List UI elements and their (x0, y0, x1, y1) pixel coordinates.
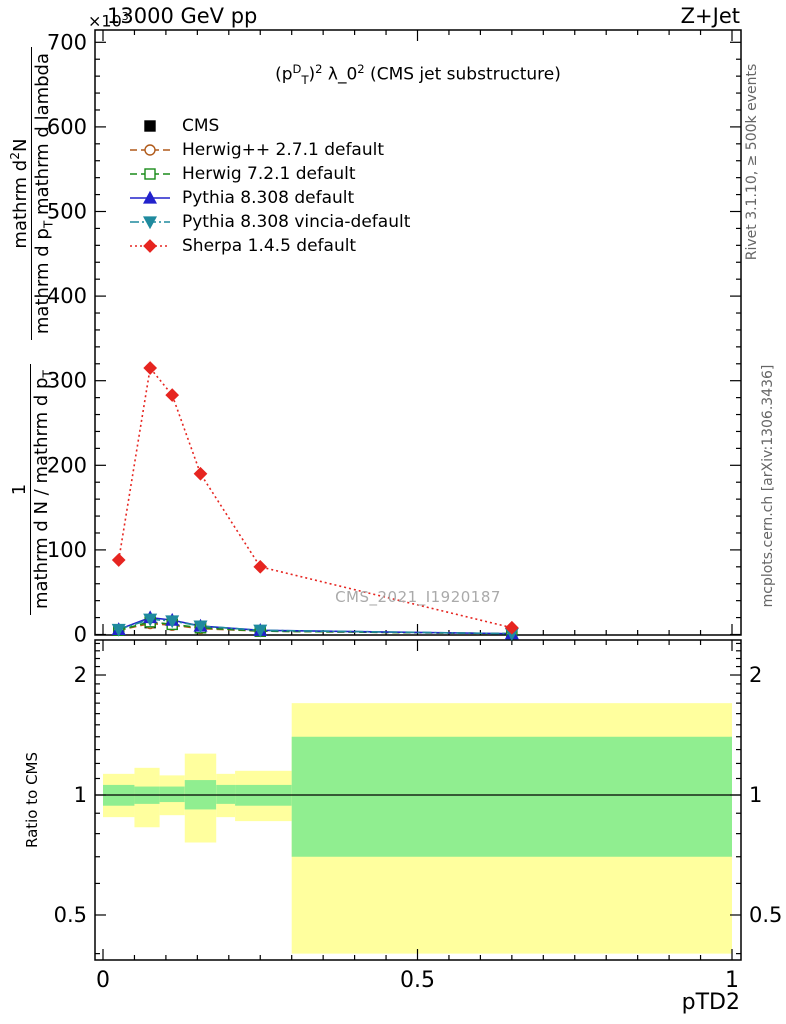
svg-text:1: 1 (74, 783, 87, 807)
legend-label: Herwig 7.2.1 default (182, 164, 356, 184)
fraction-text: mathrm d (10, 159, 32, 249)
fraction-numerator: mathrm d2N (8, 46, 33, 341)
title-part: (p (275, 64, 293, 85)
ratio-axis-label: Ratio to CMS (23, 751, 41, 849)
title-superscript: D (292, 62, 302, 76)
analysis-watermark: CMS_2021_I1920187 (335, 588, 501, 606)
x-axis-label: pTD2 (681, 990, 740, 1015)
fraction-denominator: mathrm d N / mathrm d pT (31, 364, 55, 615)
title-exponent: 2 (315, 62, 323, 76)
pythia-triangle-up-marker-icon (128, 190, 172, 206)
legend-item-sherpa: Sherpa 1.4.5 default (128, 234, 410, 258)
sherpa-diamond-marker-icon (128, 238, 172, 254)
legend-label: Pythia 8.308 default (182, 188, 355, 208)
legend-item-herwigpp: Herwig++ 2.7.1 default (128, 138, 410, 162)
svg-text:0: 0 (74, 623, 87, 647)
plot-title: (pDT)2 λ_02 (CMS jet substructure) (95, 62, 741, 87)
title-suffix: (CMS jet substructure) (364, 64, 561, 85)
svg-text:1: 1 (725, 968, 739, 993)
fraction-text: mathrm d lambda (32, 52, 54, 221)
legend-label: Herwig++ 2.7.1 default (182, 140, 385, 160)
svg-text:700: 700 (47, 30, 87, 54)
legend-item-pythia-default: Pythia 8.308 default (128, 186, 410, 210)
herwig7-square-marker-icon (128, 166, 172, 182)
y-axis-label-fraction-2: mathrm d2N mathrm d pT mathrm d lambda (8, 46, 56, 341)
svg-text:0: 0 (96, 968, 110, 993)
fraction-superscript: 2 (8, 151, 23, 160)
title-exponent: 2 (357, 62, 365, 76)
rivet-version-label: Rivet 3.1.10, ≥ 500k events (744, 63, 760, 261)
svg-text:0.5: 0.5 (749, 903, 782, 927)
legend-item-pythia-vincia: Pythia 8.308 vincia-default (128, 210, 410, 234)
y-axis-multiplier: ×103 (88, 10, 129, 30)
svg-text:1: 1 (749, 783, 762, 807)
fraction-subscript: T (41, 220, 56, 229)
beam-energy-label: 13000 GeV pp (107, 4, 258, 28)
y-axis-multiplier-exponent: 3 (121, 10, 129, 23)
svg-text:2: 2 (749, 663, 762, 687)
fraction-denominator: mathrm d pT mathrm d lambda (32, 47, 56, 340)
title-lambda: λ_0 (322, 64, 358, 85)
y-axis-label: 1 mathrm d N / mathrm d pT mathrm d2N ma… (0, 28, 64, 634)
svg-text:100: 100 (47, 538, 87, 562)
svg-text:0.5: 0.5 (400, 968, 435, 993)
svg-text:500: 500 (47, 200, 87, 224)
svg-text:0.5: 0.5 (54, 903, 87, 927)
title-part: ) (308, 64, 316, 85)
legend-item-herwig7: Herwig 7.2.1 default (128, 162, 410, 186)
fraction-numerator: 1 (9, 364, 32, 616)
title-subscript: T (301, 73, 309, 88)
svg-text:200: 200 (47, 453, 87, 477)
legend-item-cms: CMS (128, 114, 410, 138)
process-label: Z+Jet (680, 4, 740, 28)
fraction-text: mathrm d p (32, 228, 54, 335)
fraction-text: N (10, 138, 32, 152)
legend: CMS Herwig++ 2.7.1 default Herwig 7.2.1 … (128, 114, 410, 258)
svg-text:600: 600 (47, 115, 87, 139)
svg-text:400: 400 (47, 284, 87, 308)
legend-label: Pythia 8.308 vincia-default (182, 212, 411, 232)
fraction-text: mathrm d N / mathrm d p (31, 377, 53, 610)
y-axis-label-expression: 1 mathrm d N / mathrm d pT mathrm d2N ma… (0, 31, 64, 631)
herwigpp-circle-marker-icon (128, 142, 172, 158)
pythia-vincia-triangle-down-marker-icon (128, 214, 172, 230)
legend-label: CMS (182, 116, 220, 136)
y-axis-multiplier-base: ×10 (88, 11, 122, 31)
fraction-subscript: T (40, 370, 55, 378)
mcplots-reference-label: mcplots.cern.ch [arXiv:1306.3436] (760, 364, 776, 608)
svg-text:300: 300 (47, 369, 87, 393)
cms-square-marker-icon (128, 118, 172, 134)
svg-text:2: 2 (74, 663, 87, 687)
y-axis-label-fraction-1: 1 mathrm d N / mathrm d pT (9, 364, 55, 616)
legend-label: Sherpa 1.4.5 default (182, 236, 357, 256)
